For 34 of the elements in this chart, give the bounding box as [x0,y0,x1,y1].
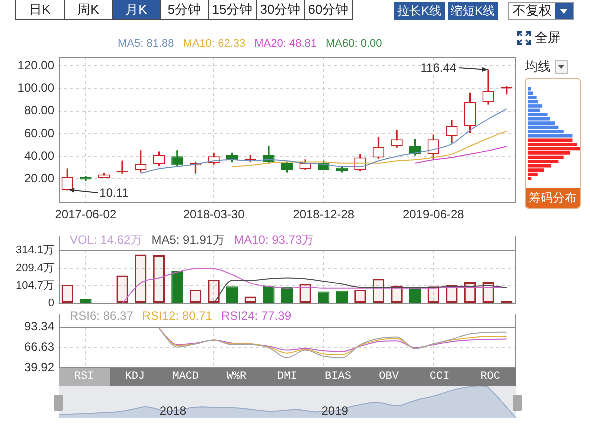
text: MA5: 81.88 [118,38,174,50]
y-tick-label: 66.63 [24,340,55,354]
y-tick-label: 104.7万 [16,280,54,292]
y-tick-label: 80.00 [24,104,55,118]
y-tick-label: 209.4万 [16,262,54,274]
text: RSI6: 86.37 [70,309,134,323]
y-tick-label: 120.00 [18,58,55,72]
y-tick-label: 20.00 [24,172,55,186]
y-tick-label: 60.00 [24,126,55,140]
x-tick-label: 2018-03-30 [183,208,246,222]
legend-label: MA60: 0.00 [326,38,382,50]
y-tick-label: 39.92 [24,360,55,374]
y-tick-label: 93.34 [24,319,55,334]
text: MA5: 91.91万 [152,233,226,247]
x-tick-label: 2019 [322,404,349,418]
x-tick-label: 2018-12-28 [293,208,355,222]
text: MA10: 93.73万 [234,233,314,247]
text: 均线 [525,59,551,75]
text: 全屏 [535,30,561,46]
text: MA20: 48.81 [254,38,318,50]
x-tick-label: 2017-06-02 [55,208,117,222]
series-label: RSI24: 77.39 [221,309,292,323]
text: 不复权 [513,3,552,19]
series-label: RSI12: 80.71 [142,309,212,323]
text: MA10: 62.33 [183,38,246,50]
y-tick-label: 40.00 [24,148,55,163]
text: VOL: 14.62万 [70,233,143,247]
annotation: 116.44 [420,61,457,76]
y-tick-label: 314.1万 [16,244,54,257]
x-tick-label: 2018 [160,404,187,418]
y-tick-label: 0 [48,298,54,310]
y-tick-label: 100.00 [18,81,55,95]
x-tick-label: 2019-06-28 [402,208,465,222]
annotation: 10.11 [100,186,129,200]
